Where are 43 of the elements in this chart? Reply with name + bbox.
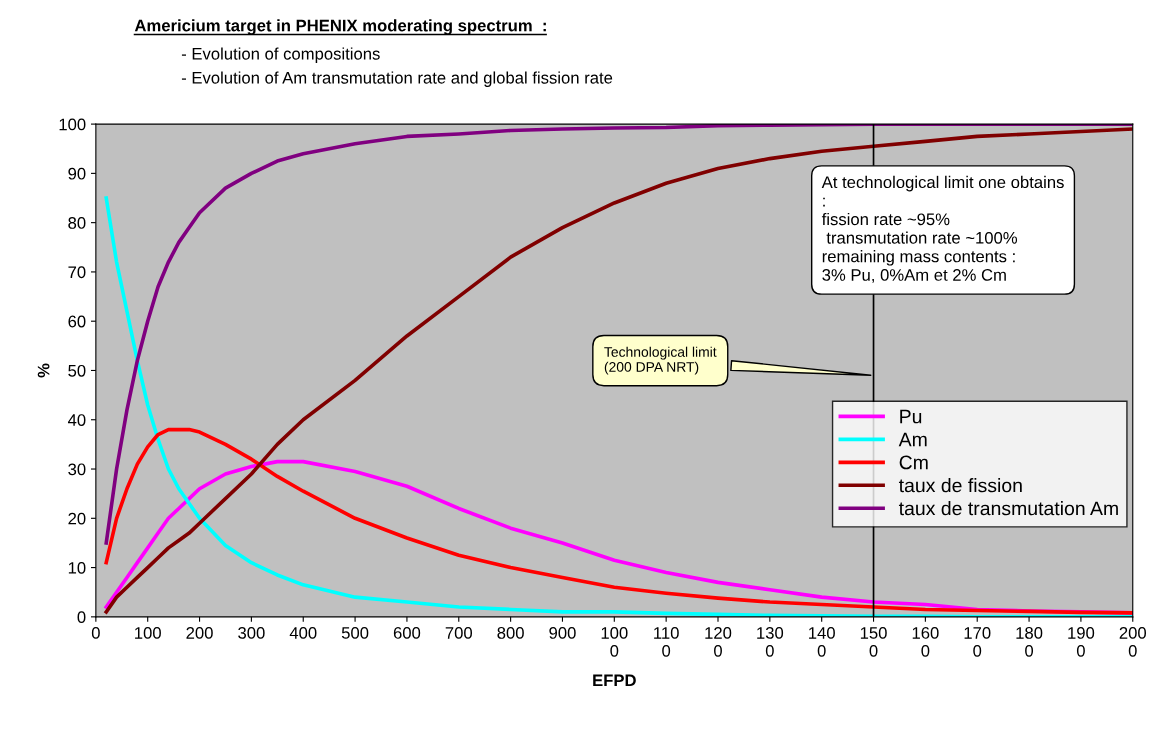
chart-subtitle: - Evolution of compositions - Evolution of Am transmutation rate and global fission rate	[181, 47, 613, 87]
legend-label: taux de transmutation Am	[898, 501, 1118, 516]
x-tick-label: 900	[549, 627, 576, 639]
y-tick-label: 50	[68, 364, 86, 377]
x-tick-label: 140 0	[809, 627, 835, 657]
y-tick-label: 40	[67, 414, 86, 426]
y-tick-label: 60	[68, 315, 86, 328]
y-tick-label: 80	[68, 217, 86, 229]
annotation: At technological limit one obtains : fission rate ~95% transmutation rate ~100% remaining mass contents : 3% Pu, 0%Am et 2% Cm	[821, 175, 1064, 283]
x-tick-label: 800	[497, 627, 524, 639]
x-tick-label: 600	[393, 627, 421, 639]
x-tick-label: 100	[135, 627, 161, 639]
x-axis-title: EFPD	[593, 674, 636, 687]
x-tick-label: 200 0	[1119, 627, 1147, 657]
legend-label: Am	[898, 432, 927, 447]
x-tick-label: 100 0	[601, 627, 628, 657]
x-tick-label: 400	[289, 627, 317, 639]
x-tick-label: 500	[341, 627, 369, 639]
x-tick-label: 200	[186, 627, 213, 639]
y-tick-label: 0	[77, 611, 86, 624]
x-tick-label: 160 0	[912, 627, 939, 657]
y-tick-label: 100	[59, 118, 86, 131]
y-tick-label: 90	[68, 167, 86, 180]
legend-label: taux de fission	[898, 478, 1022, 493]
y-tick-label: 30	[68, 463, 86, 476]
chart-title: Americium target in PHENIX moderating spectrum :	[134, 19, 546, 35]
x-tick-label: 170 0	[964, 627, 991, 657]
x-tick-label: 700	[445, 627, 473, 639]
x-tick-label: 0	[91, 627, 100, 639]
annotation: Technological limit (200 DPA NRT)	[604, 346, 717, 375]
y-axis-title: %	[37, 363, 50, 378]
x-tick-label: 300	[238, 627, 265, 639]
x-tick-label: 130 0	[757, 627, 784, 657]
legend-label: Cm	[899, 455, 928, 470]
x-tick-label: 150 0	[860, 627, 887, 657]
legend-label: Pu	[900, 409, 922, 424]
x-tick-label: 180 0	[1016, 627, 1043, 657]
x-tick-label: 110 0	[654, 627, 679, 657]
x-tick-label: 120 0	[705, 627, 732, 657]
y-tick-label: 20	[68, 512, 86, 525]
x-tick-label: 190 0	[1068, 627, 1095, 657]
y-tick-label: 70	[68, 266, 86, 279]
y-tick-label: 10	[68, 561, 86, 574]
